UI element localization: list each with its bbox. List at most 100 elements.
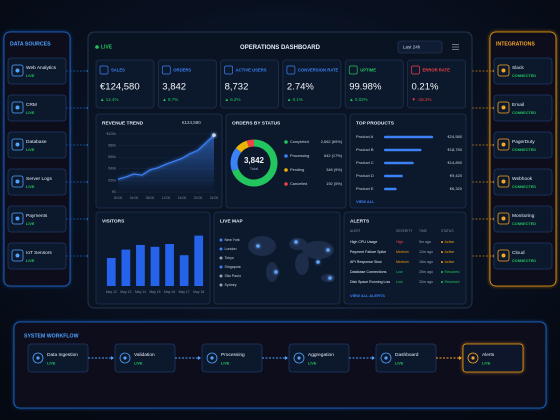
step-status: LIVE — [221, 362, 230, 366]
chart-title: VISITORS — [102, 218, 125, 224]
source-card — [7, 168, 67, 196]
map-hotspot — [326, 248, 330, 252]
y-tick-label: €80k — [108, 144, 116, 148]
source-card — [493, 168, 553, 196]
value-label: €14,890 — [448, 160, 463, 165]
donut-total-label: Total — [250, 166, 259, 171]
step-icon — [467, 352, 479, 364]
step-icon-dot — [297, 356, 301, 360]
step-icon-dot — [36, 356, 40, 360]
step-status: LIVE — [482, 362, 491, 366]
step-icon-dot — [123, 356, 127, 360]
legend-label: Cancelled — [290, 181, 307, 186]
alert-status: Active — [445, 240, 455, 244]
alert-time: 32m ago — [419, 280, 433, 284]
continent — [289, 238, 307, 250]
step-icon — [32, 352, 44, 364]
kpi-card — [95, 59, 155, 109]
arrow-head — [372, 356, 375, 360]
item-status: CONNECTED — [512, 185, 536, 189]
item-name: IoT Sensors — [26, 250, 52, 256]
category-label: Product C — [356, 160, 374, 165]
category-label: Product D — [356, 173, 374, 178]
view-all-link[interactable]: VIEW ALL — [356, 199, 375, 204]
x-tick-label: May 15 — [149, 290, 160, 294]
legend-dot — [219, 238, 223, 242]
icon — [11, 138, 24, 151]
city-label: Singapore — [225, 265, 241, 269]
kpi-icon — [348, 65, 358, 75]
workflow-step — [462, 343, 524, 373]
donut-segment — [246, 139, 255, 148]
x-tick-label: 20:00 — [194, 196, 203, 200]
item-status: CONNECTED — [512, 111, 536, 115]
live-dot — [95, 45, 99, 49]
x-tick-label: May 18 — [193, 290, 204, 294]
legend-dot — [284, 182, 288, 186]
kpi-card — [282, 59, 342, 109]
legend-label: Completed — [290, 139, 309, 144]
source-card — [493, 57, 553, 85]
step-status: LIVE — [308, 362, 317, 366]
item-name: Monitoring — [512, 213, 535, 219]
kpi-icon — [224, 65, 233, 75]
step-icon — [206, 352, 218, 364]
donut-total: 3,842 — [244, 156, 265, 165]
kpi-change: ▼ -15.2% — [412, 97, 432, 102]
x-tick-label: 00:00 — [114, 196, 123, 200]
workflow-panel — [13, 321, 547, 409]
alert-severity: Medium — [396, 260, 409, 264]
range-select[interactable] — [397, 40, 443, 54]
chart-title: ORDERS BY STATUS — [232, 120, 281, 126]
donut-segment — [230, 148, 242, 172]
kpi-card — [157, 59, 217, 109]
legend-dot — [284, 154, 288, 158]
legend-dot — [219, 265, 223, 269]
step-icon-dot — [384, 356, 388, 360]
kpi-label: ORDERS — [173, 67, 191, 72]
item-status: CONNECTED — [512, 148, 536, 152]
bar — [165, 244, 174, 286]
category-label: Product E — [356, 186, 374, 191]
alert-severity: Low — [396, 280, 403, 284]
continent — [321, 274, 335, 282]
step-name: Dashboard — [395, 352, 419, 358]
revenue-line — [117, 134, 215, 180]
item-name: Slack — [512, 65, 524, 71]
status-dot — [441, 271, 443, 273]
legend-dot — [284, 140, 288, 144]
donut-segment — [232, 139, 278, 187]
icon — [11, 175, 24, 188]
item-name: PagerDuty — [512, 139, 535, 145]
icon-dot — [501, 253, 506, 258]
city-label: Tokyo — [225, 256, 234, 260]
icon — [497, 64, 510, 77]
map-hotspot — [328, 276, 332, 280]
item-status: LIVE — [26, 222, 35, 226]
kpi-value: 99.98% — [349, 82, 382, 93]
column-header: SEVERITY — [396, 229, 413, 233]
kpi-card — [344, 59, 404, 109]
view-all-link[interactable]: VIEW ALL ALERTS — [350, 293, 385, 298]
revenue-area — [118, 135, 214, 192]
value-label: 346 (9%) — [326, 167, 342, 172]
arrow-head — [198, 356, 201, 360]
value-label: €6,320 — [450, 186, 463, 191]
x-tick-label: May 16 — [164, 290, 175, 294]
kpi-icon — [161, 65, 171, 75]
kpi-label: UPTIME — [360, 67, 376, 72]
bar — [136, 244, 145, 286]
kpi-change: ▲ 8.7% — [162, 97, 178, 102]
status-dot — [441, 281, 443, 283]
x-tick-label: 24:00 — [210, 196, 219, 200]
item-status: CONNECTED — [512, 222, 536, 226]
value-label: €24,580 — [448, 134, 463, 139]
x-tick-label: May 12 — [106, 290, 117, 294]
line-end-dot — [212, 133, 216, 137]
bar — [106, 258, 116, 286]
icon — [497, 101, 510, 114]
kpi-icon — [286, 65, 296, 75]
item-name: Webhook — [512, 176, 533, 182]
kpi-value: €124,580 — [100, 82, 140, 93]
value-label: €9,420 — [450, 173, 463, 178]
